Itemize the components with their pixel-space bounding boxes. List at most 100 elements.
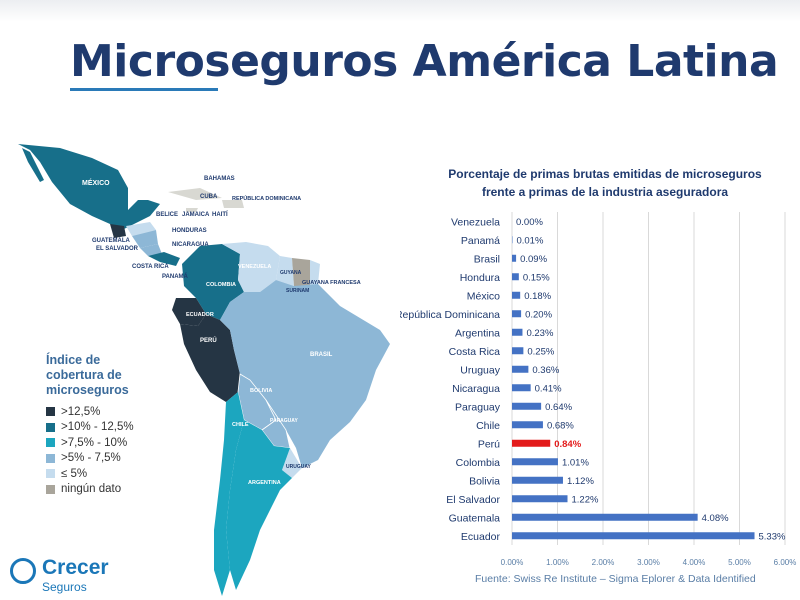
category-label: Perú	[478, 438, 500, 450]
label-chile: CHILE	[232, 422, 249, 428]
bar	[512, 421, 543, 429]
chart-title: Porcentaje de primas brutas emitidas de …	[448, 167, 762, 199]
map-baja	[22, 148, 44, 182]
bar	[512, 384, 531, 392]
label-paraguay: PARAGUAY	[270, 418, 298, 424]
map-argentina	[226, 420, 292, 590]
map-guayana-fr	[310, 260, 320, 286]
bar	[512, 328, 523, 336]
map-colombia	[182, 244, 244, 320]
bar	[512, 365, 529, 373]
legend-swatch	[46, 453, 55, 463]
data-label: 0.15%	[523, 272, 550, 283]
bar	[512, 439, 551, 447]
label-jamaica: JAMAICA	[182, 212, 210, 218]
legend-swatch	[46, 469, 55, 479]
legend-swatch	[46, 484, 55, 494]
x-tick-label: 0.00%	[501, 558, 524, 567]
map-honduras	[126, 222, 156, 236]
bar	[512, 532, 755, 540]
data-label: 4.08%	[702, 513, 729, 524]
data-label: 0.36%	[532, 365, 559, 376]
legend-swatch	[46, 407, 55, 417]
bar-chart: 0.00% 1.00% 2.00% 3.00% 4.00% 5.00% 6.00% Venez…	[400, 208, 800, 568]
data-label: 0.00%	[516, 217, 543, 228]
data-label: 0.01%	[516, 235, 543, 246]
logo-sub: Seguros	[42, 580, 87, 594]
data-label: 0.84%	[554, 439, 581, 450]
map-venezuela	[222, 242, 280, 292]
legend-item: >10% - 12,5%	[46, 420, 156, 436]
label-costa-rica: COSTA RICA	[132, 264, 169, 270]
map-legend: Índice de cobertura de microseguros >12,…	[38, 345, 156, 495]
bar	[512, 310, 522, 318]
label-bolivia: BOLIVIA	[250, 388, 272, 394]
x-tick-label: 3.00%	[637, 558, 660, 567]
label-rep-dom: REPÚBLICA DOMINICANA	[232, 195, 301, 202]
legend-item: >7,5% - 10%	[46, 435, 156, 451]
bar	[512, 513, 698, 521]
data-label: 0.09%	[520, 254, 547, 265]
category-label: Nicaragua	[452, 383, 500, 395]
data-label: 0.18%	[524, 291, 551, 302]
label-cuba: CUBA	[200, 194, 218, 200]
category-label: Guatemala	[449, 512, 501, 524]
legend-label: >12,5%	[61, 405, 101, 418]
category-label: República Dominicana	[400, 309, 500, 321]
data-label: 0.64%	[545, 402, 572, 413]
label-el-salvador: EL SALVADOR	[96, 246, 139, 252]
label-ecuador: ECUADOR	[186, 312, 214, 318]
map-panama	[148, 252, 180, 266]
label-guyana: GUYANA	[280, 270, 302, 276]
map-brasil	[220, 280, 390, 468]
legend-swatch	[46, 438, 55, 448]
page-title: Microseguros América Latina	[70, 36, 779, 87]
legend-label: ≤ 5%	[61, 467, 88, 480]
x-tick-label: 2.00%	[592, 558, 615, 567]
category-label: Brasil	[474, 253, 500, 265]
data-label: 5.33%	[759, 531, 786, 542]
legend-item: ningún dato	[46, 482, 156, 498]
data-label: 0.20%	[525, 309, 552, 320]
map-svg: MÉXICO BAHAMAS CUBA HAITÍ REPÚBLICA DOMI…	[18, 144, 390, 596]
label-peru: PERÚ	[200, 337, 217, 344]
label-surinam: SURINAM	[286, 288, 309, 294]
category-label: Ecuador	[461, 531, 501, 543]
label-argentina: ARGENTINA	[248, 480, 281, 486]
bar	[512, 495, 568, 503]
label-honduras: HONDURAS	[172, 228, 207, 234]
data-label: 1.01%	[562, 457, 589, 468]
category-label: Chile	[476, 420, 500, 432]
map-guyana	[276, 256, 294, 286]
category-label: Venezuela	[451, 216, 500, 228]
x-tick-label: 1.00%	[546, 558, 569, 567]
crecer-logo: Crecer Seguros	[8, 556, 118, 600]
map-chile	[214, 392, 244, 596]
map-peru	[180, 314, 240, 402]
category-label: Argentina	[455, 327, 500, 339]
label-haiti: HAITÍ	[212, 210, 228, 218]
x-tick-label: 4.00%	[683, 558, 706, 567]
x-tick-label: 5.00%	[728, 558, 751, 567]
label-guayana-fr: GUAYANA FRANCESA	[302, 280, 361, 286]
title-underline	[70, 88, 218, 91]
category-label: Uruguay	[460, 364, 500, 376]
map-costa-rica	[140, 244, 162, 256]
category-label: Colombia	[456, 457, 501, 469]
map-uruguay	[282, 448, 302, 478]
legend-label: >10% - 12,5%	[61, 421, 134, 434]
data-label: 1.22%	[572, 494, 599, 505]
bar	[512, 347, 524, 355]
legend-label: >5% - 7,5%	[61, 452, 121, 465]
map-cuba	[168, 188, 222, 200]
label-panama: PANAMÁ	[162, 273, 189, 280]
legend-label: >7,5% - 10%	[61, 436, 128, 449]
category-label: Hondura	[460, 272, 500, 284]
category-label: Bolivia	[469, 475, 500, 487]
category-label: Costa Rica	[449, 346, 501, 358]
map-hispaniola	[222, 200, 244, 208]
label-bahamas: BAHAMAS	[204, 176, 235, 182]
legend-label: ningún dato	[61, 483, 122, 496]
label-venezuela: VENEZUELA	[238, 264, 271, 270]
category-label: México	[467, 290, 500, 302]
